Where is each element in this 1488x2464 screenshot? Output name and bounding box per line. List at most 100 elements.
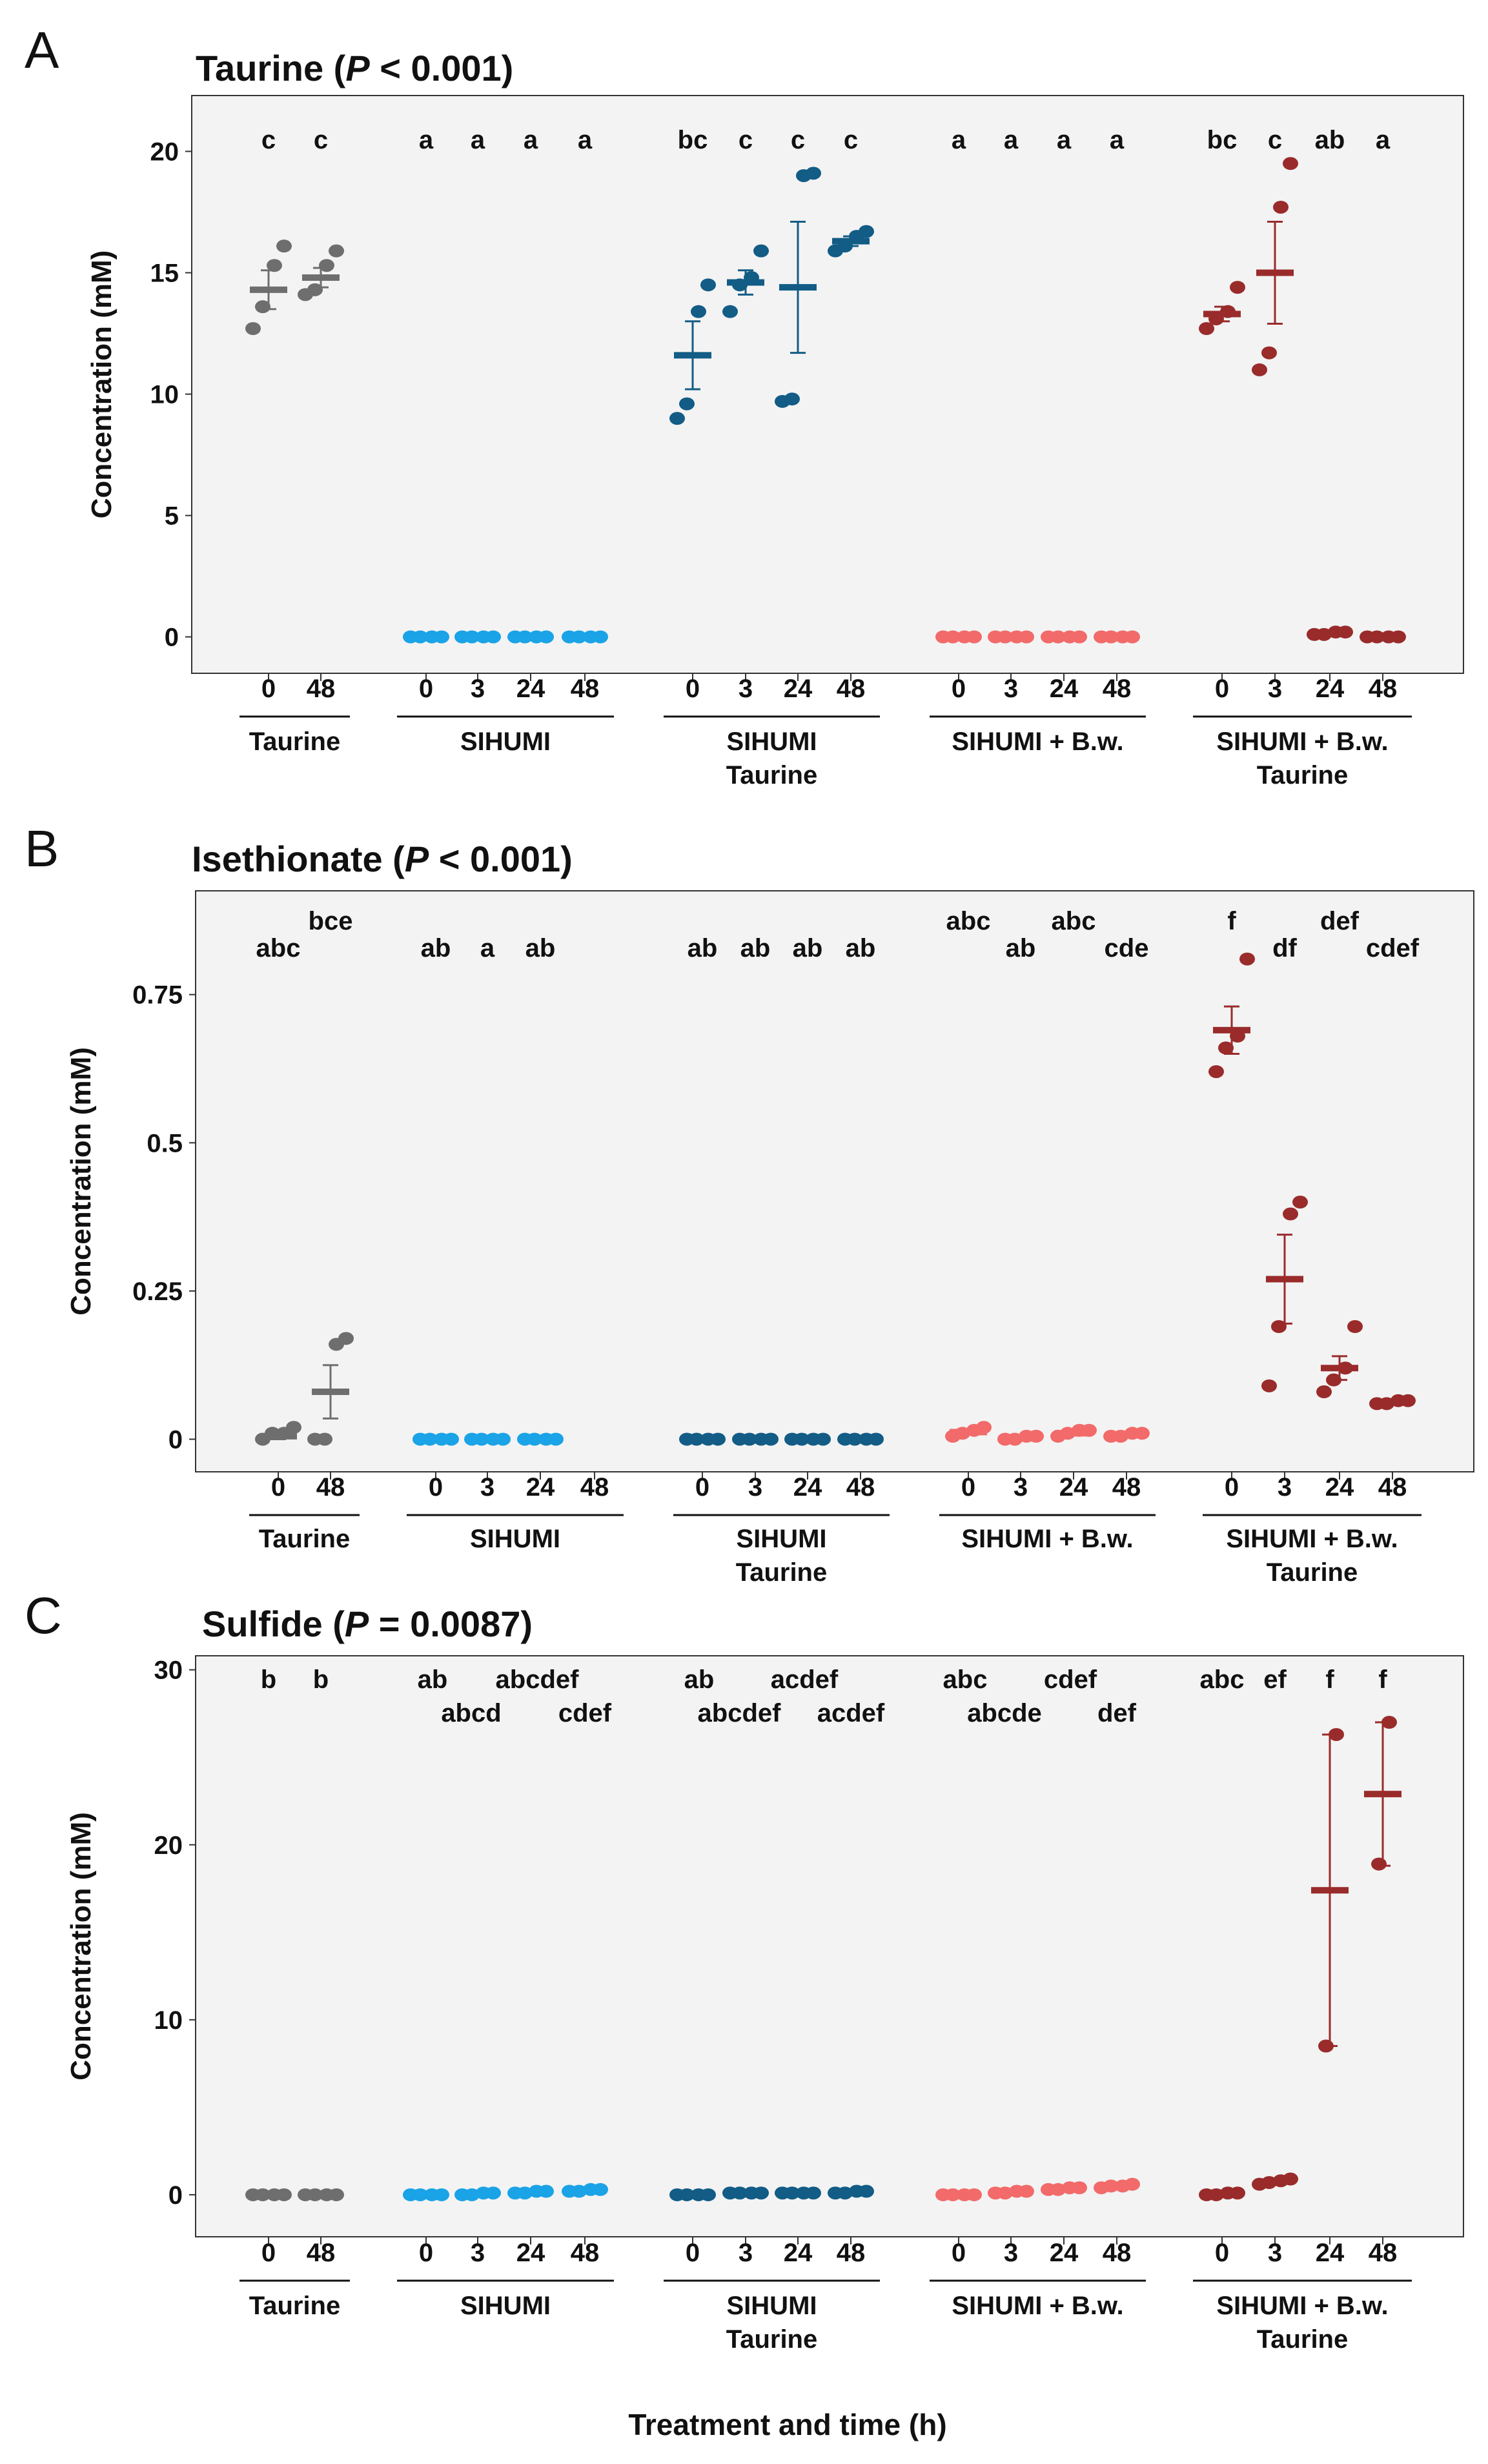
group-label: SIHUMI + B.w. [952,728,1123,756]
x-tick-label: 24 [1325,1473,1354,1502]
panel-title-prefix: Isethionate ( [192,839,405,879]
data-point [1261,346,1277,360]
plot-area [195,890,1474,1472]
data-point [1230,281,1245,294]
x-tick-label: 3 [471,675,485,703]
mean-bar [469,1436,506,1443]
data-point [317,1432,332,1446]
mean-bar [566,633,604,640]
y-tick-label: 0.75 [132,981,183,1010]
data-point [1261,1379,1277,1392]
group-label: SIHUMI [460,2292,551,2320]
significance-letter: a [1376,126,1391,154]
data-point [679,397,695,411]
y-tick-label: 5 [165,502,179,531]
panel-letter: A [25,21,59,79]
x-tick-label: 0 [429,1473,443,1502]
mean-bar [512,633,549,640]
data-point [245,322,261,336]
x-axis-title: Treatment and time (h) [628,2408,946,2441]
significance-letter: ab [846,934,876,962]
mean-bar [1266,1276,1303,1283]
group-label: SIHUMI + B.w. [1216,728,1388,756]
panel-title-suffix: < 0.001) [429,839,573,879]
x-tick-label: 48 [316,1473,345,1502]
panel-title-p: P [405,839,429,879]
mean-bar [1256,269,1294,276]
x-tick-label: 48 [1369,2239,1398,2267]
mean-bar [312,1389,349,1396]
data-point [267,259,282,272]
significance-letter: acdef [771,1665,839,1694]
y-tick-label: 10 [154,2006,183,2035]
significance-letter: cdef [1044,1665,1097,1694]
significance-letter: abcd [441,1699,501,1727]
data-point [286,1421,301,1434]
data-point [338,1332,354,1345]
mean-bar [459,633,496,640]
x-tick-label: 3 [1004,675,1018,703]
significance-letter: ab [688,934,718,962]
x-tick-label: 24 [526,1473,555,1502]
data-point [700,278,716,292]
data-point [1218,1041,1234,1055]
mean-bar [407,633,445,640]
significance-letter: ab [421,934,451,962]
mean-bar [417,1436,454,1443]
x-tick-label: 3 [471,2239,485,2267]
mean-bar [1098,2183,1136,2190]
panel-letter: B [25,820,59,877]
significance-letter: cde [1105,934,1149,962]
mean-bar [566,2187,604,2194]
group-label: Taurine [249,2292,341,2320]
x-tick-label: 24 [1316,675,1345,703]
mean-bar [302,274,340,281]
mean-bar [1203,2190,1241,2197]
significance-letter: b [313,1665,329,1694]
significance-letter: ab [793,934,823,962]
panel-c: C Sulfide (P = 0.0087)0102030Concentratio… [25,1587,1464,2354]
data-point [859,225,874,238]
mean-bar [1108,1431,1145,1438]
significance-letter: ab [684,1665,715,1694]
x-tick-label: 3 [739,675,753,703]
data-point [753,244,769,258]
mean-bar [950,1429,987,1436]
x-tick-label: 24 [1050,2239,1079,2267]
panel-title-prefix: Sulfide ( [202,1604,345,1644]
significance-letter: cdef [1366,934,1420,962]
x-tick-label: 24 [793,1473,822,1502]
group-label: Taurine [1257,761,1349,789]
mean-bar [832,238,870,245]
significance-letter: c [739,126,753,154]
mean-bar [1374,1399,1411,1406]
mean-bar [1002,1434,1039,1441]
significance-letter: abcde [967,1699,1042,1727]
data-point [1292,1196,1308,1209]
mean-bar [1098,633,1136,640]
group-label: SIHUMI [727,2292,817,2320]
group-label: SIHUMI + B.w. [952,2292,1123,2320]
significance-letter: abcdef [698,1699,782,1727]
x-tick-label: 48 [580,1473,609,1502]
panel-title: Sulfide (P = 0.0087) [202,1604,533,1644]
significance-letter: a [1004,126,1019,154]
x-tick-label: 0 [419,2239,433,2267]
plot-area [191,95,1464,674]
group-label: Taurine [726,2325,818,2354]
mean-bar [1045,2185,1083,2192]
significance-letter: c [261,126,276,154]
significance-letter: bce [309,907,353,935]
x-tick-label: 24 [1059,1473,1088,1502]
panel-title-suffix: = 0.0087) [369,1604,533,1644]
x-tick-label: 0 [261,2239,276,2267]
significance-letter: ef [1263,1665,1287,1694]
x-tick-label: 48 [837,2239,866,2267]
mean-bar [512,2188,549,2195]
significance-letter: abcdef [496,1665,580,1694]
significance-letter: c [314,126,328,154]
mean-bar [302,2191,340,2198]
x-tick-label: 0 [695,1473,709,1502]
x-tick-label: 0 [1225,1473,1239,1502]
data-point [669,412,685,425]
